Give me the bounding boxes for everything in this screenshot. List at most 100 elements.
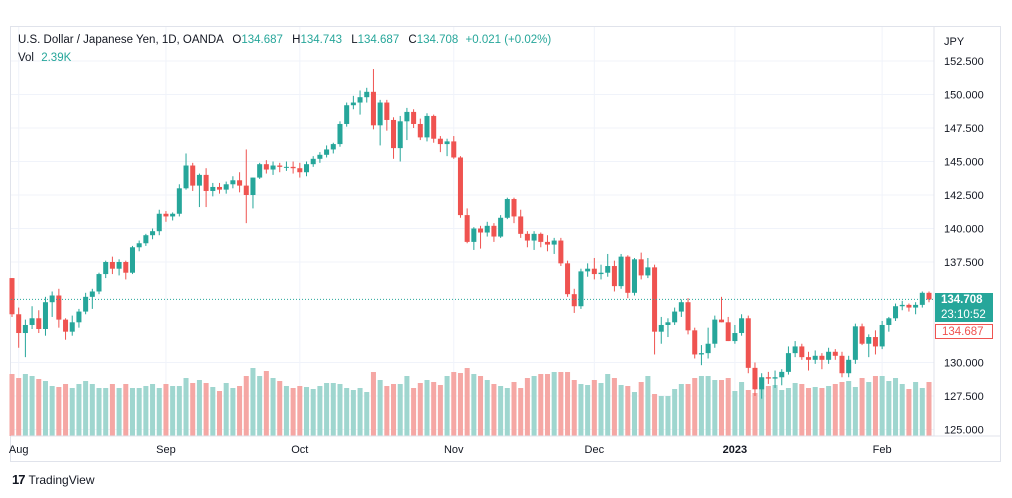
candle[interactable] [591,257,597,280]
candle[interactable] [156,209,162,236]
candle[interactable] [42,296,48,336]
candle[interactable] [437,136,443,153]
candle[interactable] [772,370,778,388]
candle[interactable] [196,173,202,208]
candle[interactable] [491,223,497,242]
candle[interactable] [123,260,129,280]
candle[interactable] [832,349,838,360]
candle[interactable] [658,316,664,344]
candle[interactable] [337,121,343,147]
candle[interactable] [685,298,691,335]
candle[interactable] [324,145,330,158]
candle[interactable] [237,172,243,193]
candle[interactable] [518,209,524,238]
candle[interactable] [76,308,82,328]
candle[interactable] [69,315,75,336]
candle[interactable] [792,341,798,358]
candle[interactable] [357,90,363,115]
candle[interactable] [270,161,276,175]
candle[interactable] [210,182,216,197]
candle[interactable] [631,257,637,296]
candle[interactable] [129,245,135,275]
candle[interactable] [739,314,745,336]
candle[interactable] [879,320,885,350]
candle[interactable] [886,316,892,332]
candle[interactable] [344,102,350,127]
candle[interactable] [9,278,15,317]
candle[interactable] [504,197,510,220]
brand-name[interactable]: TradingView [28,472,95,487]
candle[interactable] [511,197,517,224]
candle[interactable] [571,288,577,313]
candle[interactable] [283,161,289,171]
candle[interactable] [170,212,176,221]
candle[interactable] [176,184,182,217]
candle[interactable] [718,296,725,323]
candle[interactable] [457,156,463,218]
candle[interactable] [444,138,450,157]
candle[interactable] [872,330,878,355]
candle[interactable] [89,288,95,309]
candle[interactable] [63,318,69,340]
candle[interactable] [705,327,711,359]
candle[interactable] [136,240,142,252]
candle[interactable] [109,256,115,275]
candle[interactable] [317,152,323,163]
candle[interactable] [190,162,196,191]
candle[interactable] [243,149,249,224]
candle[interactable] [678,299,684,317]
candle[interactable] [585,263,591,277]
candle[interactable] [779,369,785,386]
candle[interactable] [565,260,571,297]
candle[interactable] [919,291,925,308]
candle[interactable] [304,161,310,177]
candle[interactable] [725,316,731,342]
candle[interactable] [391,117,397,159]
candle[interactable] [484,221,490,237]
candle[interactable] [598,264,604,280]
candle[interactable] [551,237,557,254]
candle[interactable] [377,99,383,146]
candle[interactable] [826,347,832,364]
candle[interactable] [36,310,42,334]
candle[interactable] [652,264,658,355]
candle[interactable] [290,161,296,174]
candle[interactable] [605,253,611,277]
candle[interactable] [692,327,698,359]
candle[interactable] [404,107,410,141]
candle[interactable] [203,168,209,208]
candle[interactable] [759,373,765,399]
candle[interactable] [852,323,858,364]
candle[interactable] [451,136,457,159]
candle[interactable] [544,235,550,252]
candle[interactable] [464,208,470,244]
candle[interactable] [765,371,771,384]
candle[interactable] [424,113,430,142]
candle[interactable] [893,303,899,321]
candle[interactable] [397,115,403,162]
candle[interactable] [350,95,356,110]
candle[interactable] [83,292,89,315]
candle[interactable] [150,228,156,240]
candle[interactable] [618,253,624,289]
candle[interactable] [785,346,791,375]
candle[interactable] [558,237,564,267]
candle[interactable] [625,255,631,299]
candle[interactable] [732,324,738,344]
candle[interactable] [712,315,718,348]
candle[interactable] [143,233,149,246]
candle[interactable] [29,306,35,329]
candle[interactable] [578,268,584,309]
candle[interactable] [899,300,905,311]
candle[interactable] [672,307,678,325]
candle[interactable] [431,114,437,143]
candle[interactable] [250,177,256,209]
candle[interactable] [216,182,223,194]
candle[interactable] [330,142,336,154]
candle[interactable] [411,109,417,128]
candle[interactable] [277,162,283,173]
tradingview-logo-icon[interactable]: 17 [12,472,26,487]
candle[interactable] [103,260,109,279]
candle[interactable] [370,69,376,130]
